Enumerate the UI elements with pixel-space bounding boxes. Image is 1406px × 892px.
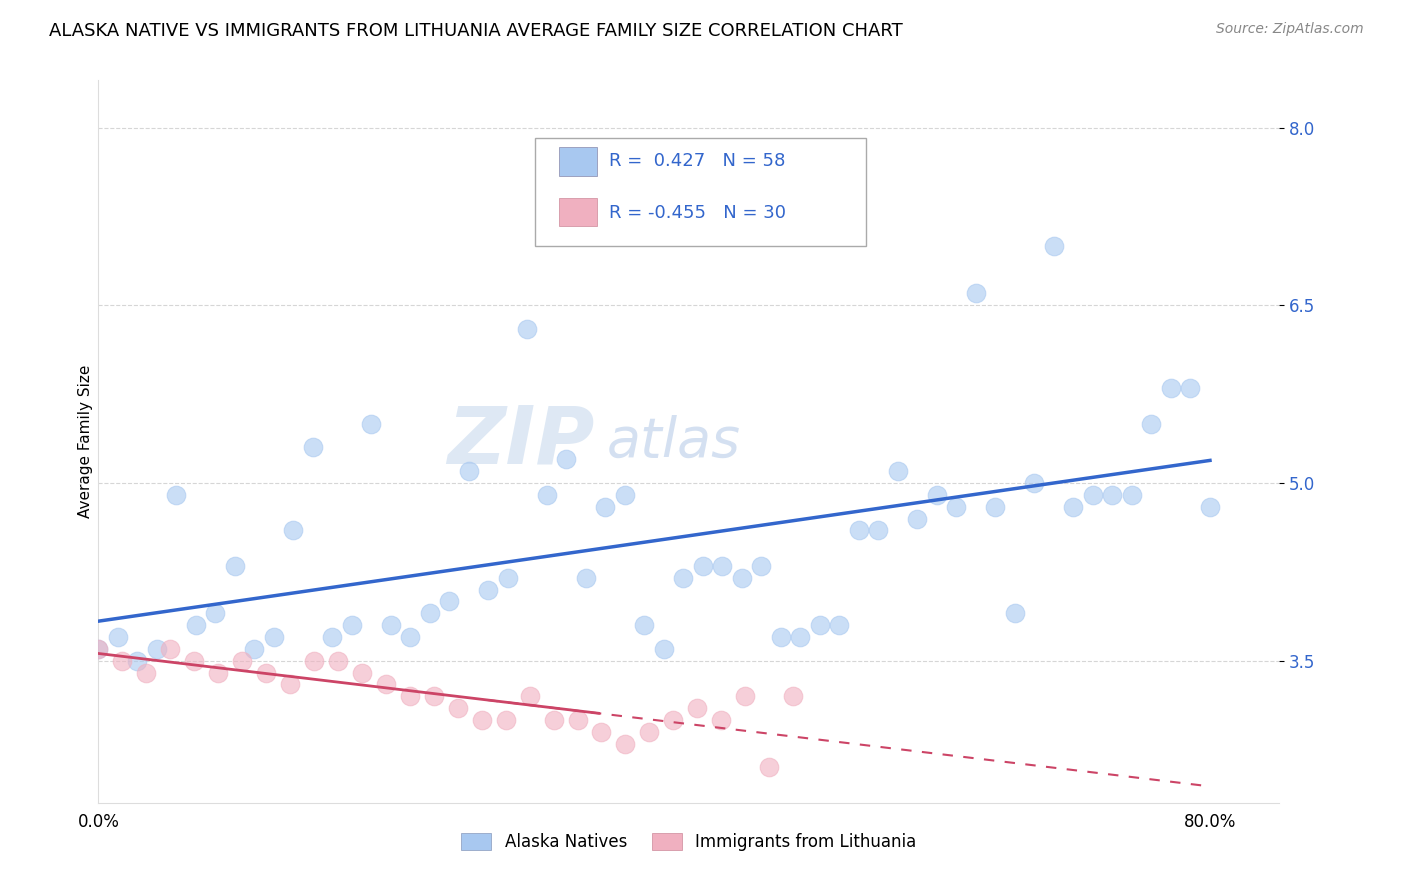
FancyBboxPatch shape [560,147,596,176]
Point [471,713,494,727]
Point [925,488,948,502]
Point [633,618,655,632]
Point [111,654,134,668]
Point [447,701,470,715]
Point [231,654,253,668]
Point [135,665,157,680]
Point [613,488,636,502]
Y-axis label: Average Family Size: Average Family Size [77,365,93,518]
Point [887,464,910,478]
Point [127,654,149,668]
FancyBboxPatch shape [536,138,866,246]
Point [302,654,325,668]
Point [263,630,285,644]
Point [734,689,756,703]
Point [184,618,207,632]
Point [350,665,373,680]
Point [254,665,277,680]
Point [1081,488,1104,502]
Point [360,417,382,431]
Point [543,713,565,727]
Point [692,558,714,573]
Point [326,654,349,668]
Point [224,558,246,573]
Point [1199,500,1222,514]
Point [1140,417,1163,431]
Point [278,677,301,691]
Point [243,641,266,656]
Point [340,618,363,632]
Point [380,618,402,632]
Point [907,511,929,525]
Point [758,760,780,774]
Legend: Alaska Natives, Immigrants from Lithuania: Alaska Natives, Immigrants from Lithuani… [453,825,925,860]
Point [789,630,811,644]
Text: R =  0.427   N = 58: R = 0.427 N = 58 [609,153,785,170]
Point [769,630,792,644]
Point [516,322,538,336]
Point [423,689,446,703]
Point [519,689,541,703]
Point [207,665,229,680]
Point [1062,500,1084,514]
Point [536,488,558,502]
Point [302,441,325,455]
Text: Source: ZipAtlas.com: Source: ZipAtlas.com [1216,22,1364,37]
Point [751,558,773,573]
Point [595,500,617,514]
Point [87,641,110,656]
Point [495,713,517,727]
Point [458,464,481,478]
Text: atlas: atlas [606,415,741,468]
Point [638,724,661,739]
Point [575,571,598,585]
Point [165,488,187,502]
Point [496,571,519,585]
Point [731,571,754,585]
FancyBboxPatch shape [560,198,596,227]
Point [1121,488,1143,502]
Point [1160,381,1182,395]
Point [652,641,675,656]
Point [848,524,870,538]
Point [591,724,613,739]
Point [710,713,733,727]
Point [555,452,578,467]
Text: ZIP: ZIP [447,402,595,481]
Point [183,654,205,668]
Point [1043,239,1066,253]
Point [399,689,422,703]
Point [477,582,499,597]
Point [868,524,890,538]
Point [567,713,589,727]
Point [672,571,695,585]
Point [984,500,1007,514]
Point [782,689,804,703]
Point [107,630,129,644]
Point [419,607,441,621]
Point [439,594,461,608]
Text: ALASKA NATIVE VS IMMIGRANTS FROM LITHUANIA AVERAGE FAMILY SIZE CORRELATION CHART: ALASKA NATIVE VS IMMIGRANTS FROM LITHUAN… [49,22,903,40]
Point [146,641,169,656]
Point [614,737,637,751]
Point [1024,475,1046,490]
Point [828,618,851,632]
Point [686,701,709,715]
Point [1004,607,1026,621]
Point [965,286,987,301]
Text: R = -0.455   N = 30: R = -0.455 N = 30 [609,203,786,221]
Point [662,713,685,727]
Point [204,607,226,621]
Point [808,618,831,632]
Point [399,630,422,644]
Point [1180,381,1202,395]
Point [945,500,967,514]
Point [159,641,181,656]
Point [1101,488,1123,502]
Point [283,524,305,538]
Point [374,677,396,691]
Point [87,641,110,656]
Point [711,558,734,573]
Point [321,630,343,644]
